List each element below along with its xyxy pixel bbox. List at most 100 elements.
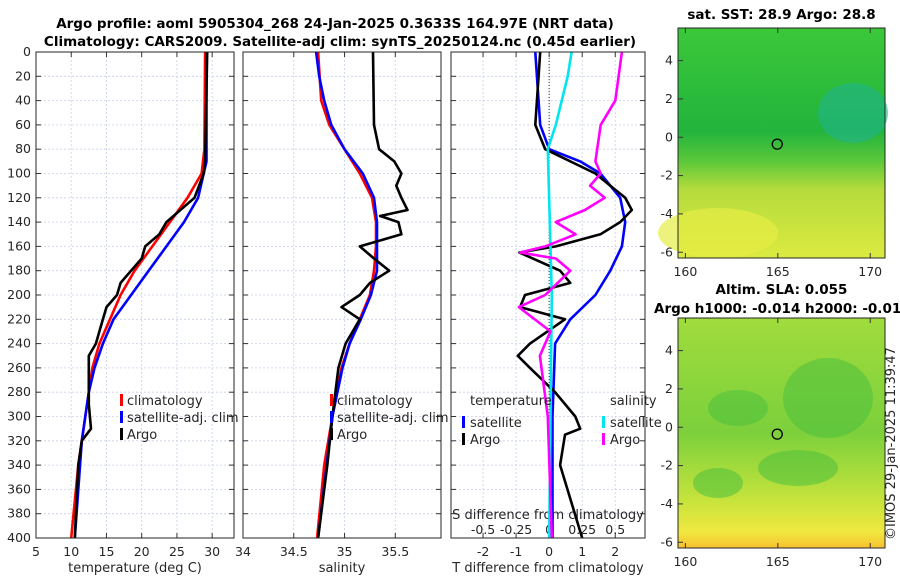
legend-label: Argo <box>127 428 157 443</box>
y-tick-label: 160 <box>7 238 31 253</box>
y-tick-label: 2 <box>665 91 673 106</box>
x-tick-label: 160 <box>673 554 697 569</box>
y-tick-label: 0 <box>665 129 673 144</box>
x-tick-label: 20 <box>134 544 150 559</box>
profile-panel-3: -2 -1 0 1 2 T difference from climatology -0.5… <box>450 51 662 576</box>
series-line-argo <box>73 51 209 539</box>
copyright-timestamp: ©IMOS 29-Jan-2025 11:39:47 <box>884 347 899 540</box>
profile-panel-2: 34 34.5 35 35.5 salinity climatology satellite… <box>235 51 449 576</box>
x-tick-label: 34.5 <box>280 544 308 559</box>
legend-label: satellite <box>610 416 662 431</box>
y-tick-label: 140 <box>7 214 31 229</box>
legend-swatch <box>120 394 123 406</box>
y-tick-label: -6 <box>661 244 674 259</box>
y-tick-label: -2 <box>661 168 673 183</box>
y-tick-label: -6 <box>661 534 674 549</box>
profile-panel-1: 0 20 40 60 80 100 120 140 160 180 200 220 240 260 280 3… <box>7 44 238 576</box>
x-tick-label: 25 <box>169 544 185 559</box>
y-tick-label: 260 <box>7 360 31 375</box>
x-tick-label: 35.5 <box>381 544 409 559</box>
x-tick-label: 165 <box>766 264 790 279</box>
map-title: sat. SST: 28.9 Argo: 28.8 <box>687 7 875 23</box>
y-tick-label: 300 <box>7 409 31 424</box>
x-tick-label: 15 <box>99 544 115 559</box>
y-tick-label: 0 <box>665 419 673 434</box>
y-tick-label: 80 <box>15 141 31 156</box>
legend-swatch <box>120 411 123 423</box>
legend-label: satellite <box>470 416 522 431</box>
legend-swatch <box>120 428 123 440</box>
map-field-patch <box>658 208 778 258</box>
map-frame <box>677 27 886 259</box>
y-tick-label: 180 <box>7 263 31 278</box>
map-title-line2: Argo h1000: -0.014 h2000: -0.018 <box>654 301 900 317</box>
sst-map: 160 165 170 4 2 0 -2 -4 -6 sat. SST: 28.9 Argo: 2… <box>658 7 888 279</box>
y-tick-label: -4 <box>661 496 674 511</box>
y-tick-label: 60 <box>15 117 31 132</box>
y-tick-label: 20 <box>15 68 31 83</box>
legend-label: Argo <box>337 428 367 443</box>
legend-label: Argo <box>470 433 500 448</box>
secondary-x-tick-label: -0.25 <box>500 522 532 537</box>
x-tick-label: 2 <box>611 544 619 559</box>
map-field-patch <box>818 83 888 143</box>
x-tick-label: 170 <box>858 264 882 279</box>
x-tick-label: 30 <box>204 544 220 559</box>
plot-frame <box>242 51 442 539</box>
legend-label: satellite-adj. clim <box>127 411 239 426</box>
secondary-x-tick-label: 0.25 <box>568 522 596 537</box>
y-tick-label: 360 <box>7 481 31 496</box>
y-tick-label: 240 <box>7 336 31 351</box>
x-tick-label: -2 <box>477 544 489 559</box>
argo-location-marker <box>771 138 783 150</box>
figure-title-line2: Climatology: CARS2009. Satellite-adj cli… <box>44 34 636 50</box>
legend-swatch <box>330 411 333 423</box>
y-tick-label: 200 <box>7 287 31 302</box>
y-tick-label: 2 <box>665 381 673 396</box>
y-tick-label: 120 <box>7 190 31 205</box>
x-axis-label: temperature (deg C) <box>68 561 202 576</box>
x-tick-label: 170 <box>858 554 882 569</box>
legend-label: climatology <box>127 394 203 409</box>
y-tick-label: 320 <box>7 433 31 448</box>
series-line-satellite-adj-clim <box>314 51 379 539</box>
x-tick-label: 5 <box>32 544 40 559</box>
map-field-patch <box>758 450 838 486</box>
legend-swatch <box>602 416 605 428</box>
figure-title-line1: Argo profile: aoml 5905304_268 24-Jan-20… <box>56 16 614 32</box>
legend-swatch <box>462 416 465 428</box>
y-tick-label: 400 <box>7 530 31 545</box>
map-frame <box>677 317 886 549</box>
secondary-x-tick-label: -0.5 <box>471 522 495 537</box>
argo-location-marker <box>771 428 783 440</box>
map-title-line1: Altim. SLA: 0.055 <box>716 282 848 298</box>
y-tick-label: 0 <box>23 44 31 59</box>
y-tick-label: 40 <box>15 93 31 108</box>
x-tick-label: 10 <box>63 544 79 559</box>
secondary-x-tick-label: 0.5 <box>605 522 625 537</box>
legend-swatch <box>602 433 605 445</box>
y-tick-label: 4 <box>665 343 673 358</box>
y-tick-label: 340 <box>7 457 31 472</box>
series-line-salinity-argo <box>517 51 624 539</box>
map-field-patch <box>708 390 768 426</box>
legend-header: salinity <box>610 394 657 409</box>
y-tick-label: 220 <box>7 311 31 326</box>
legend-swatch <box>330 394 333 406</box>
series-line-argo <box>316 51 409 539</box>
x-tick-label: 160 <box>673 264 697 279</box>
x-tick-label: 165 <box>766 554 790 569</box>
x-axis-label: salinity <box>319 561 366 576</box>
series-line-salinity-satellite <box>546 51 573 539</box>
y-tick-label: -2 <box>661 458 673 473</box>
sla-map: 160 165 170 4 2 0 -2 -4 -6 Altim. SLA: 0.055 Argo … <box>654 282 900 569</box>
x-tick-label: 0 <box>545 544 553 559</box>
plot-frame <box>450 51 646 539</box>
y-tick-label: 100 <box>7 166 31 181</box>
map-field-patch <box>693 468 743 498</box>
y-tick-label: 4 <box>665 53 673 68</box>
legend-label: Argo <box>610 433 640 448</box>
y-tick-label: 280 <box>7 384 31 399</box>
x-tick-label: 34 <box>235 544 251 559</box>
